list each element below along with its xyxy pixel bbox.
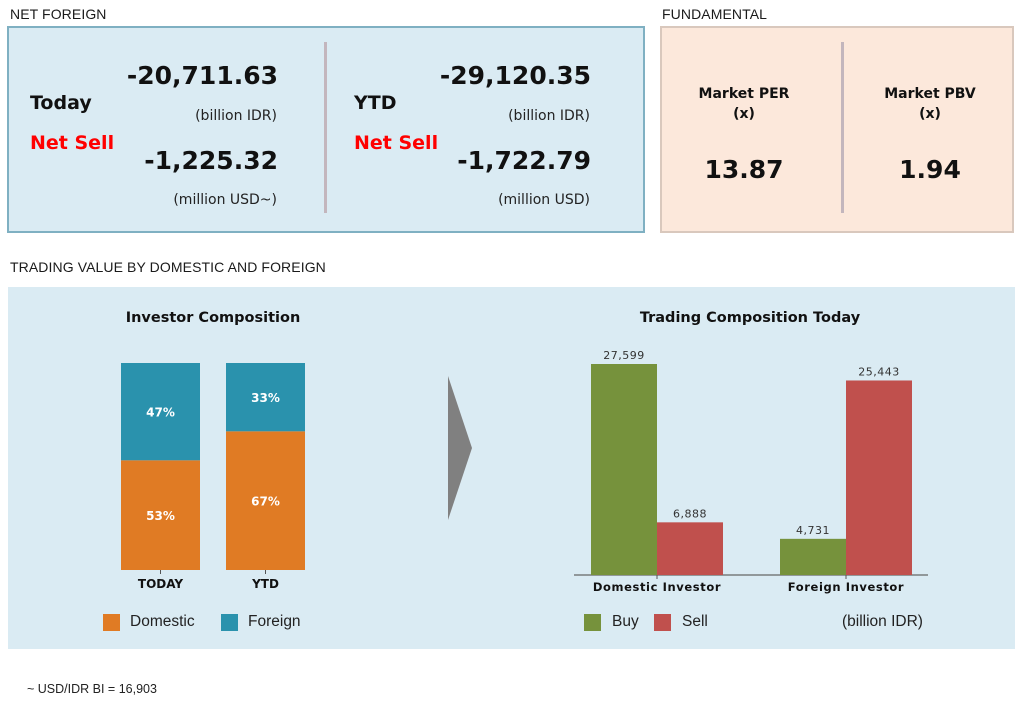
x-tick-label-ytd: YTD xyxy=(251,577,279,591)
bar-sell-domestic-investor xyxy=(657,522,723,575)
market-pbv-label: Market PBV xyxy=(884,86,976,102)
fundamental-divider xyxy=(841,42,844,213)
exchange-rate-footnote: ~ USD/IDR BI = 16,903 xyxy=(27,682,157,696)
ytd-idr-value: -29,120.35 xyxy=(439,61,591,90)
today-label: Today xyxy=(30,92,92,114)
market-per-unit: (x) xyxy=(733,106,755,122)
stack-label-foreign-ytd: 33% xyxy=(251,391,280,405)
net-foreign-divider xyxy=(324,42,327,213)
market-pbv-value: 1.94 xyxy=(899,155,961,184)
legend-label-buy: Buy xyxy=(612,613,639,630)
market-pbv-unit: (x) xyxy=(919,106,941,122)
market-per-value: 13.87 xyxy=(704,155,784,184)
stack-bar-domestic-today xyxy=(121,460,200,570)
x-tick-label-today: TODAY xyxy=(138,577,183,591)
ytd-idr-unit: (billion IDR) xyxy=(508,108,590,124)
legend-swatch-domestic xyxy=(103,614,120,631)
ytd-usd-unit: (million USD) xyxy=(498,192,590,208)
ytd-usd-value: -1,722.79 xyxy=(457,146,591,175)
legend-swatch-sell xyxy=(654,614,671,631)
legend-swatch-buy xyxy=(584,614,601,631)
stack-label-foreign-today: 47% xyxy=(146,406,175,420)
ytd-label: YTD xyxy=(354,92,397,114)
stack-bar-foreign-ytd xyxy=(226,363,305,432)
today-idr-unit: (billion IDR) xyxy=(195,108,277,124)
bar-buy-domestic-investor xyxy=(591,364,657,575)
today-idr-value: -20,711.63 xyxy=(126,61,278,90)
legend-label-domestic: Domestic xyxy=(130,613,195,630)
today-usd-value: -1,225.32 xyxy=(144,146,278,175)
investor-composition-title: Investor Composition xyxy=(125,310,301,326)
stack-label-domestic-today: 53% xyxy=(146,509,175,523)
trading-composition-title: Trading Composition Today xyxy=(639,310,861,326)
bar-buy-foreign-investor xyxy=(780,538,846,575)
trading-section-title: TRADING VALUE BY DOMESTIC AND FOREIGN xyxy=(10,259,326,275)
arrow-right-icon xyxy=(448,376,472,520)
fundamental-section-title: FUNDAMENTAL xyxy=(662,6,768,22)
ytd-net-sell-status: Net Sell xyxy=(354,132,439,154)
stack-bar-foreign-today xyxy=(121,363,200,461)
today-usd-unit: (million USD~) xyxy=(173,192,277,208)
legend-label-foreign: Foreign xyxy=(248,613,301,630)
net-foreign-card: Today Net Sell -20,711.63 (billion IDR) … xyxy=(7,26,645,233)
bar-value-label-buy-domestic-investor: 27,599 xyxy=(603,349,645,362)
net-foreign-section-title: NET FOREIGN xyxy=(10,6,107,22)
bar-sell-foreign-investor xyxy=(846,380,912,575)
market-per-label: Market PER xyxy=(698,86,790,102)
bar-value-label-buy-foreign-investor: 4,731 xyxy=(796,524,830,537)
trading-unit-note: (billion IDR) xyxy=(842,613,923,630)
x-tick-label-domestic-investor: Domestic Investor xyxy=(593,580,721,594)
bar-value-label-sell-domestic-investor: 6,888 xyxy=(673,507,707,520)
x-tick-label-foreign-investor: Foreign Investor xyxy=(788,580,904,594)
legend-swatch-foreign xyxy=(221,614,238,631)
fundamental-card: Market PER (x) 13.87 Market PBV (x) 1.94 xyxy=(660,26,1014,233)
legend-label-sell: Sell xyxy=(682,613,708,630)
stack-bar-domestic-ytd xyxy=(226,431,305,570)
today-net-sell-status: Net Sell xyxy=(30,132,115,154)
bar-value-label-sell-foreign-investor: 25,443 xyxy=(858,365,900,378)
stack-label-domestic-ytd: 67% xyxy=(251,495,280,509)
